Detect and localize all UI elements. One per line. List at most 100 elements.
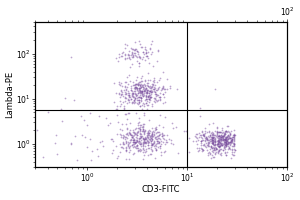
Point: [231, 134, 236, 137]
Point: [132, 132, 136, 135]
Point: [216, 145, 221, 149]
Point: [224, 153, 229, 156]
Point: [72, 99, 77, 102]
Point: [231, 133, 236, 136]
Point: [136, 149, 141, 153]
Point: [143, 102, 148, 105]
Point: [226, 138, 231, 141]
Point: [109, 137, 114, 140]
Point: [228, 132, 233, 136]
Point: [223, 140, 227, 143]
Point: [152, 126, 157, 130]
Point: [134, 76, 139, 79]
Point: [122, 137, 127, 140]
Point: [120, 141, 125, 145]
Point: [168, 139, 173, 142]
Point: [118, 88, 123, 91]
Point: [224, 142, 229, 146]
Point: [224, 125, 229, 128]
Point: [216, 137, 221, 140]
Point: [144, 83, 149, 86]
Point: [130, 92, 135, 95]
Point: [147, 92, 152, 95]
Point: [208, 148, 213, 151]
Point: [201, 133, 206, 136]
Point: [149, 88, 154, 91]
Point: [132, 90, 137, 93]
Point: [134, 136, 139, 139]
Point: [165, 88, 170, 91]
Point: [154, 128, 159, 131]
Point: [138, 135, 143, 138]
Point: [209, 145, 214, 148]
Point: [224, 137, 229, 140]
Point: [223, 137, 227, 141]
Point: [149, 91, 154, 94]
Point: [141, 142, 146, 146]
Point: [160, 134, 164, 138]
Point: [122, 53, 127, 56]
Point: [230, 138, 235, 141]
Point: [152, 99, 157, 102]
Point: [114, 91, 119, 94]
Point: [139, 93, 144, 96]
Point: [149, 139, 154, 143]
Point: [144, 95, 148, 98]
Point: [60, 119, 64, 122]
Point: [154, 88, 159, 91]
Point: [147, 138, 152, 141]
Point: [143, 136, 148, 140]
Point: [115, 113, 119, 117]
Point: [135, 84, 140, 87]
Point: [219, 135, 224, 138]
Point: [149, 143, 154, 146]
Point: [94, 147, 99, 150]
Point: [224, 141, 228, 145]
Point: [118, 95, 122, 98]
Point: [157, 76, 162, 79]
Point: [226, 141, 231, 144]
Point: [154, 148, 158, 152]
Point: [224, 140, 228, 143]
Point: [209, 153, 214, 156]
Point: [152, 133, 156, 137]
Point: [134, 78, 138, 81]
Point: [224, 130, 229, 133]
Point: [220, 128, 225, 131]
Point: [223, 137, 228, 141]
Point: [68, 143, 73, 146]
Point: [130, 91, 135, 94]
Point: [132, 138, 136, 142]
Point: [212, 147, 216, 151]
Point: [148, 93, 153, 97]
Point: [139, 85, 143, 89]
Point: [128, 131, 133, 134]
Point: [121, 136, 125, 140]
Point: [143, 150, 148, 153]
Point: [195, 132, 200, 135]
Point: [215, 131, 220, 135]
Point: [223, 144, 228, 147]
Y-axis label: Lambda-PE: Lambda-PE: [6, 71, 15, 118]
Point: [212, 136, 217, 139]
Point: [221, 135, 226, 138]
Point: [148, 95, 152, 98]
Point: [137, 98, 142, 101]
Point: [145, 104, 150, 107]
Point: [142, 137, 147, 140]
Point: [226, 145, 231, 149]
Point: [200, 136, 205, 140]
Point: [117, 142, 122, 145]
Point: [136, 121, 140, 124]
Point: [131, 94, 136, 97]
Point: [161, 95, 166, 98]
Point: [130, 93, 135, 96]
Point: [160, 132, 164, 136]
Point: [157, 85, 161, 88]
Point: [221, 138, 226, 141]
Point: [139, 57, 144, 60]
Point: [146, 96, 151, 99]
Point: [196, 138, 200, 141]
Point: [223, 138, 227, 141]
Point: [125, 98, 130, 101]
